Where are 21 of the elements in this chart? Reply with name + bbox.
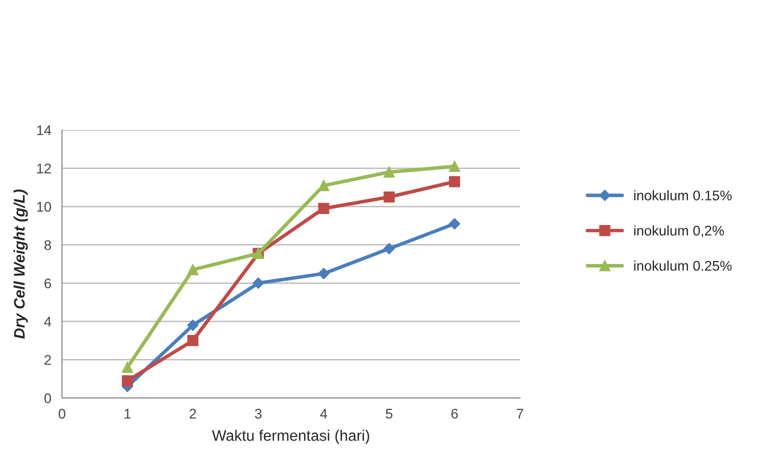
x-tick-label: 2 <box>190 408 196 418</box>
x-tick-label: 6 <box>451 408 458 419</box>
x-tick-label: 4 <box>320 408 328 418</box>
x-tick-label: 1 <box>124 408 131 418</box>
x-tick-label: 7 <box>516 408 524 418</box>
y-tick-label: 0 <box>44 393 52 404</box>
x-axis-title: Waktu fermentasi (hari) <box>212 430 370 444</box>
x-tick-label: 0 <box>58 408 66 419</box>
y-tick-label: 4 <box>44 316 52 326</box>
y-tick-label: 6 <box>44 278 51 288</box>
x-tick-label: 3 <box>254 408 262 419</box>
y-tick-label: 2 <box>44 355 51 365</box>
y-axis-title: Dry Cell Weight (g/L) <box>14 189 28 339</box>
y-tick-label: 12 <box>37 164 51 174</box>
legend-label: inokulum 0,2% <box>634 225 724 238</box>
legend-label: inokulum 0.25% <box>634 260 732 271</box>
y-tick-label: 14 <box>37 125 52 136</box>
x-tick-label: 5 <box>386 408 392 419</box>
y-tick-label: 10 <box>37 202 52 212</box>
y-tick-label: 8 <box>44 240 51 250</box>
legend-label: inokulum 0.15% <box>634 190 732 200</box>
